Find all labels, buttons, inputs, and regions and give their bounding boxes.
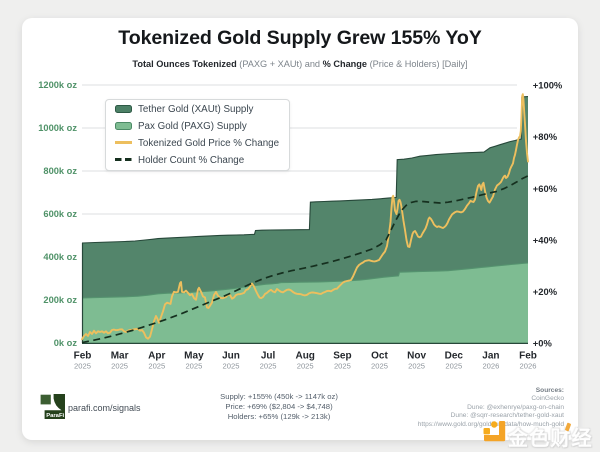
svg-text:Sep: Sep xyxy=(333,351,351,362)
svg-text:2025: 2025 xyxy=(74,362,91,371)
svg-text:2025: 2025 xyxy=(334,362,351,371)
svg-text:Apr: Apr xyxy=(148,351,165,362)
svg-text:Jul: Jul xyxy=(261,351,276,362)
svg-text:Nov: Nov xyxy=(407,351,426,362)
svg-text:0k oz: 0k oz xyxy=(54,338,78,348)
svg-text:Feb: Feb xyxy=(74,351,92,362)
svg-text:1000k oz: 1000k oz xyxy=(38,123,77,133)
svg-text:+0%: +0% xyxy=(533,338,553,349)
svg-text:1200k oz: 1200k oz xyxy=(38,80,77,90)
svg-text:May: May xyxy=(184,351,204,362)
svg-text:Jun: Jun xyxy=(222,351,240,362)
svg-text:+80%: +80% xyxy=(533,131,558,142)
svg-text:Mar: Mar xyxy=(111,351,129,362)
svg-text:200k oz: 200k oz xyxy=(43,295,77,305)
svg-text:+20%: +20% xyxy=(533,286,558,297)
svg-text:800k oz: 800k oz xyxy=(43,166,77,176)
svg-text:+60%: +60% xyxy=(533,183,558,194)
svg-text:+40%: +40% xyxy=(533,234,558,245)
svg-text:2026: 2026 xyxy=(482,362,499,371)
svg-text:2025: 2025 xyxy=(445,362,462,371)
svg-text:2025: 2025 xyxy=(371,362,388,371)
svg-text:2025: 2025 xyxy=(111,362,128,371)
svg-text:600k oz: 600k oz xyxy=(43,209,77,219)
svg-text:2025: 2025 xyxy=(223,362,240,371)
svg-text:Jan: Jan xyxy=(482,351,499,362)
svg-text:+100%: +100% xyxy=(533,80,563,91)
svg-text:2025: 2025 xyxy=(260,362,277,371)
svg-text:Feb: Feb xyxy=(519,351,537,362)
svg-text:ParaFi: ParaFi xyxy=(46,412,64,418)
svg-text:400k oz: 400k oz xyxy=(43,252,77,262)
svg-text:2025: 2025 xyxy=(148,362,165,371)
svg-text:2026: 2026 xyxy=(520,362,537,371)
svg-text:Oct: Oct xyxy=(371,351,388,362)
svg-text:2025: 2025 xyxy=(408,362,425,371)
svg-text:Aug: Aug xyxy=(295,351,314,362)
svg-text:2025: 2025 xyxy=(185,362,202,371)
svg-text:2025: 2025 xyxy=(297,362,314,371)
svg-text:Dec: Dec xyxy=(445,351,464,362)
